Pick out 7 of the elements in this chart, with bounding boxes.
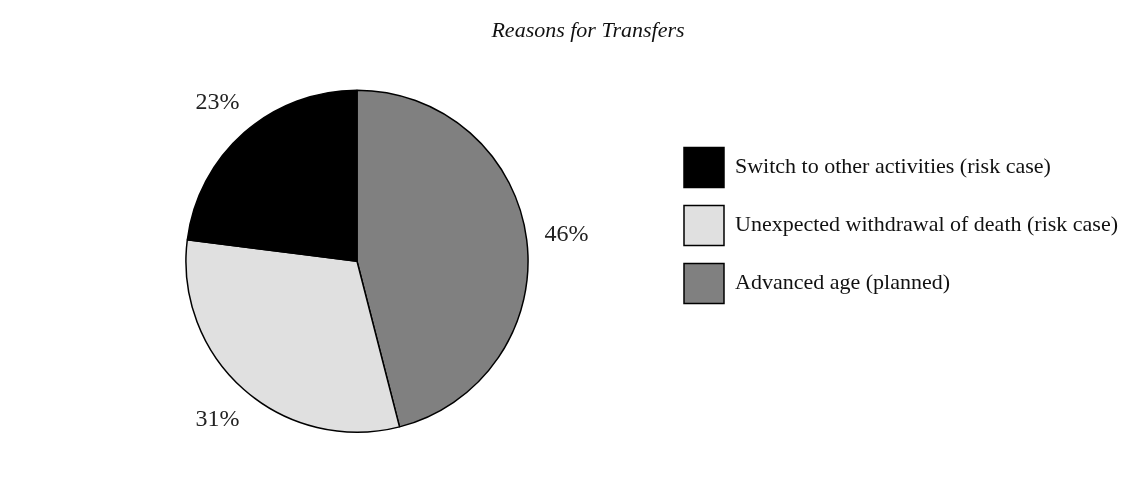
- chart-title: Reasons for Transfers: [490, 16, 685, 42]
- legend-label: Advanced age (planned): [735, 269, 951, 295]
- legend-label: Unexpected withdrawal of death (risk case): [735, 211, 1119, 237]
- data-label: 46%: [544, 220, 589, 247]
- data-label: 23%: [195, 88, 240, 115]
- legend-label: Switch to other activities (risk case): [735, 153, 1051, 179]
- data-label: 31%: [195, 404, 240, 431]
